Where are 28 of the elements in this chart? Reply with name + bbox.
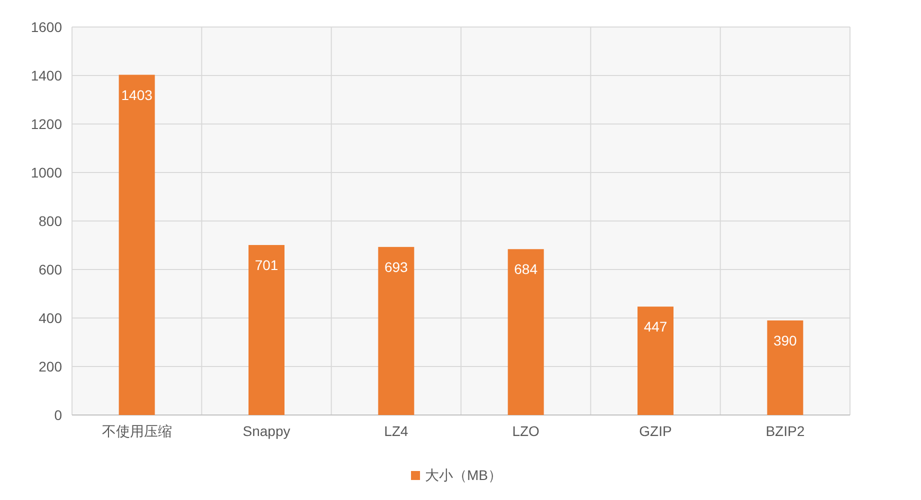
data-label: 684 — [514, 261, 538, 278]
y-tick-label: 1200 — [30, 116, 62, 132]
x-tick-label: GZIP — [639, 423, 672, 439]
data-label: 1403 — [121, 86, 153, 103]
x-tick-label: LZO — [512, 423, 540, 439]
y-tick-label: 400 — [38, 310, 62, 326]
bar — [118, 74, 155, 415]
data-label: 390 — [773, 332, 798, 348]
y-tick-label: 600 — [38, 262, 62, 278]
bar — [248, 245, 284, 415]
bar — [508, 249, 544, 415]
data-label: 701 — [254, 257, 278, 274]
y-tick-label: 1000 — [30, 164, 62, 180]
y-tick-label: 1600 — [30, 19, 62, 35]
x-tick-label: Snappy — [242, 423, 290, 439]
y-tick-label: 800 — [38, 213, 62, 229]
data-label: 693 — [384, 258, 408, 275]
y-tick-label: 1400 — [30, 68, 62, 84]
x-tick-label: LZ4 — [384, 423, 408, 439]
bar — [378, 246, 414, 415]
bar — [767, 320, 804, 415]
x-tick-label: BZIP2 — [766, 423, 805, 439]
y-tick-label: 0 — [54, 407, 62, 423]
legend-label: 大小（MB） — [425, 467, 502, 483]
bar — [638, 306, 674, 415]
data-label: 447 — [644, 318, 668, 335]
x-tick-label: 不使用压缩 — [102, 423, 172, 439]
y-tick-label: 200 — [38, 358, 62, 374]
